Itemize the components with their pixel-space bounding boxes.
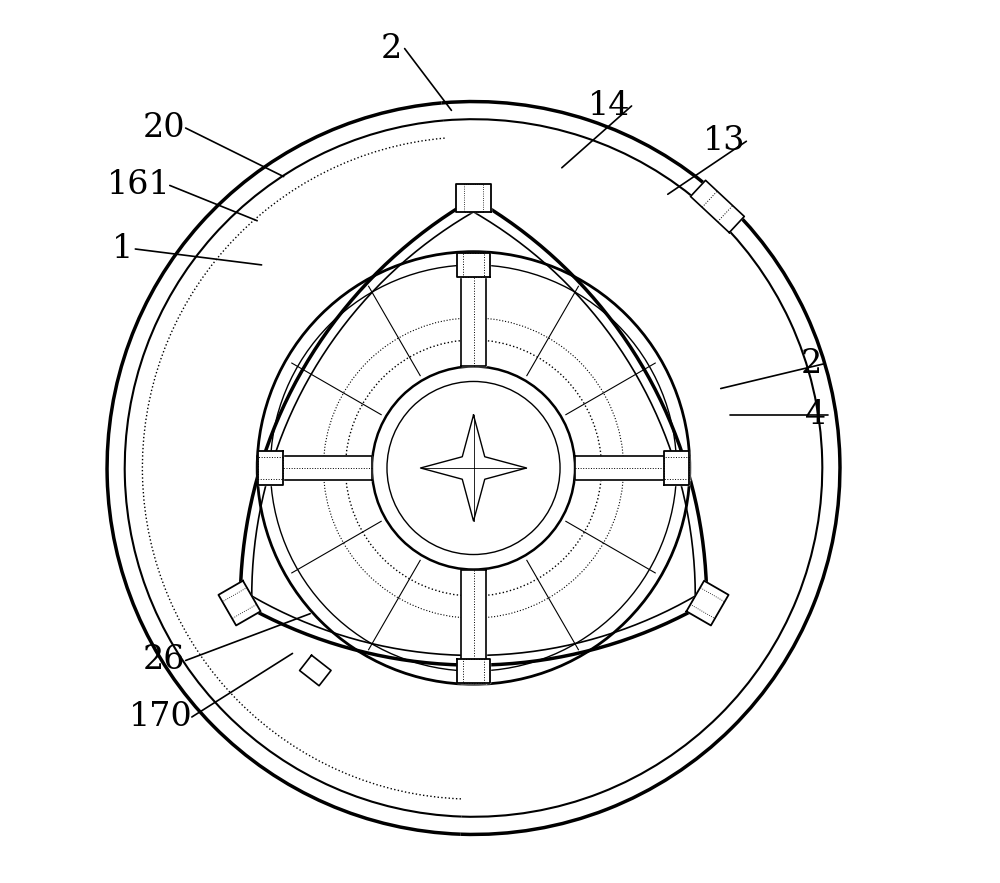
Text: 20: 20 bbox=[142, 112, 185, 144]
Polygon shape bbox=[300, 655, 331, 686]
Text: 4: 4 bbox=[805, 399, 826, 431]
Text: 161: 161 bbox=[107, 170, 171, 201]
Polygon shape bbox=[575, 456, 690, 480]
Text: 14: 14 bbox=[588, 90, 631, 122]
Polygon shape bbox=[461, 252, 486, 366]
Polygon shape bbox=[691, 180, 744, 232]
Text: 26: 26 bbox=[142, 645, 185, 676]
Polygon shape bbox=[664, 451, 689, 485]
Polygon shape bbox=[461, 570, 486, 684]
Text: 2: 2 bbox=[381, 33, 402, 64]
Text: 13: 13 bbox=[703, 125, 746, 157]
Polygon shape bbox=[257, 456, 372, 480]
Polygon shape bbox=[457, 659, 490, 683]
Polygon shape bbox=[686, 581, 729, 625]
Text: 2: 2 bbox=[800, 348, 821, 380]
Polygon shape bbox=[421, 415, 526, 521]
Polygon shape bbox=[457, 253, 490, 277]
Polygon shape bbox=[456, 184, 491, 212]
Polygon shape bbox=[218, 581, 261, 625]
Text: 1: 1 bbox=[111, 233, 133, 265]
Text: 170: 170 bbox=[129, 701, 193, 733]
Polygon shape bbox=[258, 451, 283, 485]
